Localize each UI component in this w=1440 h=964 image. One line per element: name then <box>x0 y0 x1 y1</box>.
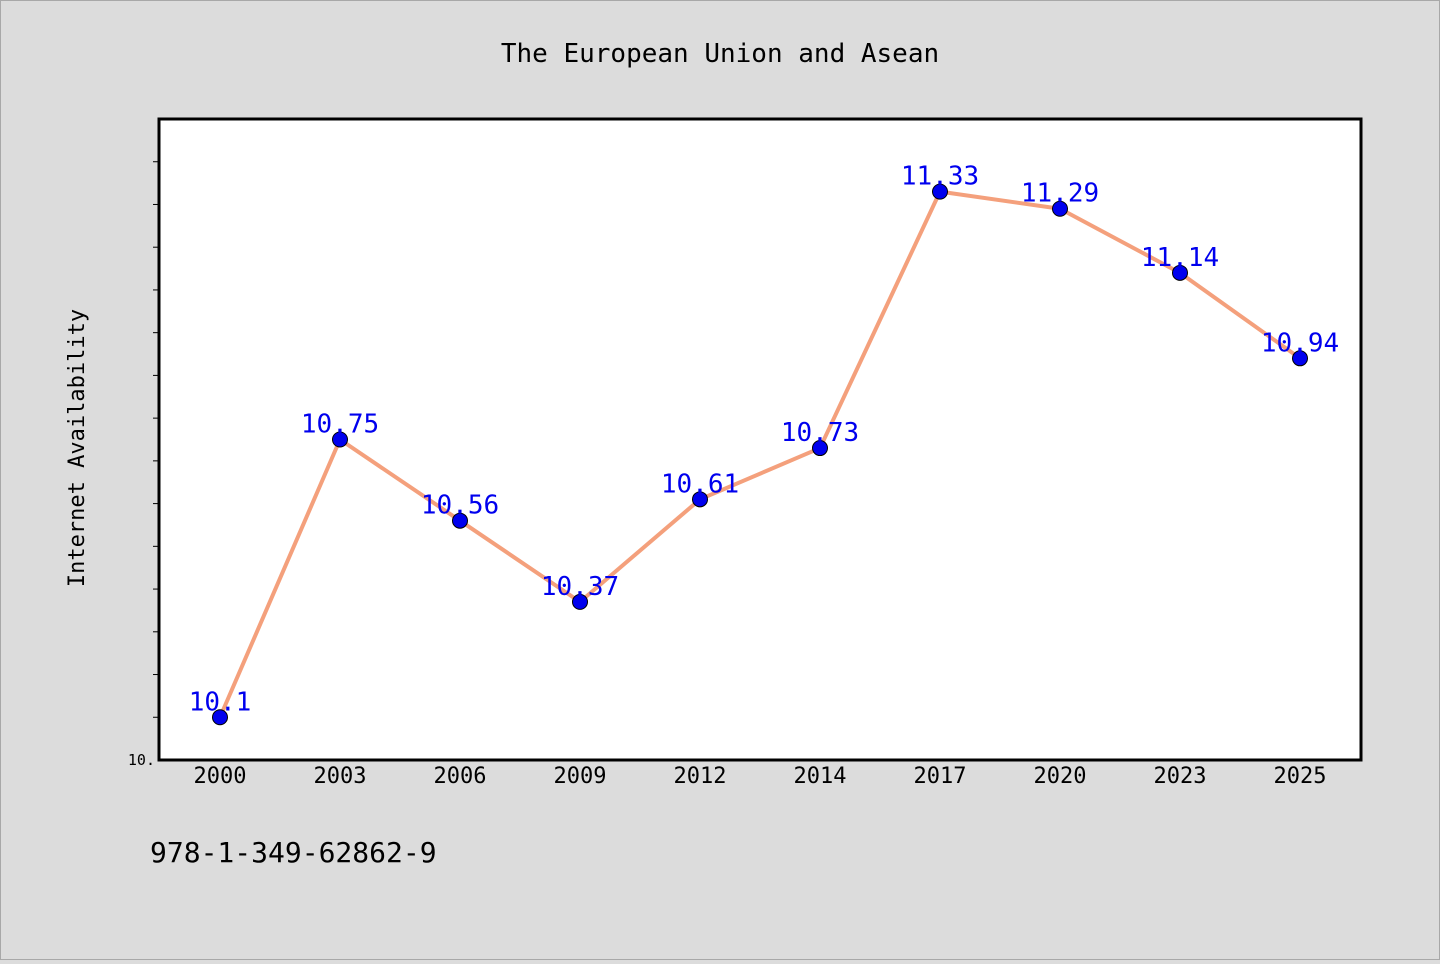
data-label: 10.37 <box>541 572 619 602</box>
data-label: 11.14 <box>1141 243 1219 273</box>
data-point <box>212 709 228 726</box>
series-points <box>212 183 1308 726</box>
x-tick-label: 2009 <box>554 764 607 789</box>
y-axis-tick-labels: 10. <box>128 751 155 769</box>
data-point <box>932 183 948 200</box>
x-tick-label: 2012 <box>674 764 727 789</box>
data-label: 10.56 <box>421 491 499 521</box>
data-label: 10.75 <box>301 410 379 440</box>
series-lines <box>218 189 1302 720</box>
data-label: 10.61 <box>661 469 739 499</box>
data-point <box>1052 200 1068 217</box>
data-label: 11.33 <box>901 162 979 192</box>
data-point <box>572 593 588 610</box>
y-tick-label: 10. <box>128 751 155 769</box>
x-tick-label: 2020 <box>1034 764 1087 789</box>
x-tick-label: 2003 <box>314 764 367 789</box>
y-axis-ticks <box>153 161 159 718</box>
plot-area <box>157 117 1363 762</box>
x-tick-label: 2017 <box>914 764 967 789</box>
x-axis-tick-labels: 2000 2003 2006 2009 2012 2014 2017 2020 2023 2025 <box>194 764 1327 789</box>
series-line <box>218 189 1302 720</box>
x-tick-label: 2014 <box>794 764 847 789</box>
data-label: 10.94 <box>1261 328 1339 358</box>
y-axis-label: Internet Availability <box>65 309 90 587</box>
x-tick-label: 2006 <box>434 764 487 789</box>
data-label: 10.1 <box>189 687 252 717</box>
data-point <box>812 440 828 457</box>
x-tick-label: 2000 <box>194 764 247 789</box>
data-point <box>1292 350 1308 367</box>
data-labels: 10.1 10.75 10.56 10.37 10.61 10.73 11.33 11.29 1… <box>189 162 1339 718</box>
data-point <box>452 512 468 529</box>
data-point <box>332 431 348 448</box>
x-tick-label: 2023 <box>1154 764 1207 789</box>
data-label: 11.29 <box>1021 179 1099 209</box>
data-label: 10.73 <box>781 418 859 448</box>
chart-title: The European Union and Asean <box>501 39 939 69</box>
data-point <box>1172 264 1188 281</box>
isbn-footer: 978-1-349-62862-9 <box>150 836 437 869</box>
data-point <box>692 491 708 508</box>
x-tick-label: 2025 <box>1274 764 1327 789</box>
